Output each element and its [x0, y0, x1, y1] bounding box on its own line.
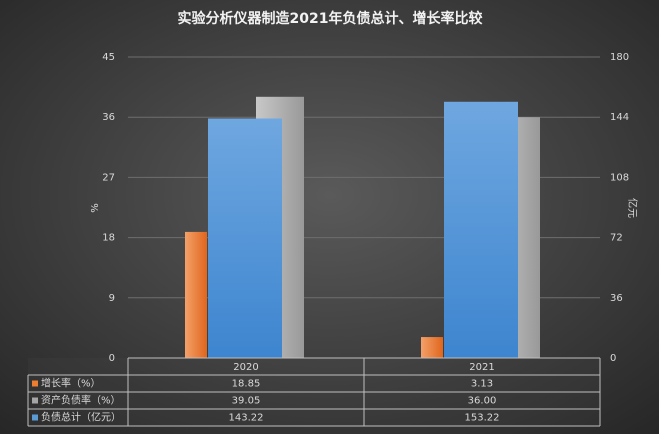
x-tick-label: 2020 [233, 362, 258, 373]
y-axis-label: % [90, 203, 101, 213]
y-tick-label: 27 [102, 172, 115, 183]
y2-tick-label: 108 [610, 172, 629, 183]
y2-tick-label: 0 [610, 353, 616, 364]
legend-key [32, 380, 38, 387]
chart-title: 实验分析仪器制造2021年负债总计、增长率比较 [178, 10, 483, 27]
legend-label: 增长率（%） [41, 377, 101, 390]
y2-tick-label: 180 [610, 52, 629, 63]
y2-tick-label: 72 [610, 233, 623, 244]
bar [208, 118, 282, 358]
data-label: 3.13 [471, 379, 493, 390]
bar [185, 231, 207, 358]
y2-tick-label: 144 [610, 112, 629, 123]
legend-key [32, 414, 38, 421]
legend-label: 资产负债率（%） [41, 394, 121, 407]
x-tick-label: 2021 [469, 362, 494, 373]
data-label: 36.00 [468, 396, 497, 407]
y2-tick-label: 36 [610, 293, 623, 304]
legend-key [32, 397, 38, 404]
y2-axis-label: 亿元 [626, 198, 639, 218]
y-tick-label: 0 [109, 353, 115, 364]
legend-label: 负债总计（亿元） [41, 411, 121, 424]
y-tick-label: 18 [102, 233, 115, 244]
data-label: 153.22 [465, 413, 500, 424]
data-label: 18.85 [232, 379, 261, 390]
y-tick-label: 36 [102, 112, 115, 123]
bar [421, 337, 443, 358]
data-label: 39.05 [232, 396, 261, 407]
bar [444, 101, 518, 359]
y-tick-label: 9 [109, 293, 115, 304]
y-tick-label: 45 [102, 52, 115, 63]
data-label: 143.22 [229, 413, 264, 424]
